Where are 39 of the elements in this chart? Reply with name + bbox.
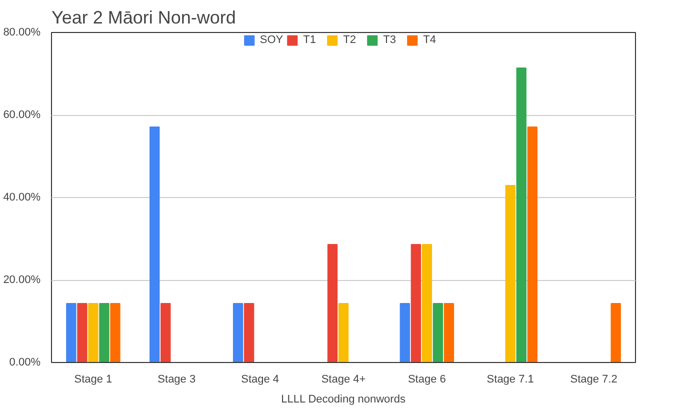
x-tick-label: Stage 4+	[321, 374, 366, 386]
legend-label: T3	[383, 34, 397, 46]
bar	[150, 126, 160, 362]
bar	[244, 303, 254, 362]
y-tick-label: 40.00%	[3, 192, 41, 204]
bar	[527, 126, 538, 362]
bar	[400, 303, 410, 362]
bar	[66, 303, 76, 362]
legend-label: SOY	[260, 34, 284, 46]
bar	[77, 303, 88, 362]
y-tick-label: 0.00%	[9, 356, 41, 368]
bar	[327, 244, 338, 362]
bar	[232, 303, 244, 362]
y-tick-label: 20.00%	[3, 274, 41, 286]
x-tick-label: Stage 3	[158, 374, 196, 386]
bar	[610, 303, 621, 362]
bar	[410, 244, 422, 362]
x-tick-label: Stage 4	[241, 374, 280, 386]
bar	[110, 303, 120, 362]
bar	[422, 244, 432, 362]
y-tick-label: 80.00%	[3, 26, 41, 38]
bar	[88, 303, 98, 362]
bar	[505, 185, 516, 362]
legend-label: T1	[303, 34, 317, 46]
bar	[444, 303, 454, 362]
x-axis-title: LLLL Decoding nonwords	[281, 394, 406, 406]
bar	[516, 67, 526, 362]
x-tick-label: Stage 1	[74, 374, 112, 386]
bar	[432, 303, 444, 362]
chart-title: Year 2 Māori Non-word	[52, 8, 236, 28]
y-tick-label: 60.00%	[3, 109, 41, 121]
legend-label: T2	[343, 34, 357, 46]
bar	[160, 303, 171, 362]
x-tick-label: Stage 6	[408, 374, 446, 386]
x-tick-label: Stage 7.2	[570, 374, 618, 386]
legend-label: T4	[423, 34, 437, 46]
bar	[99, 303, 110, 362]
x-tick-label: Stage 7.1	[486, 374, 534, 386]
bar	[338, 303, 349, 362]
